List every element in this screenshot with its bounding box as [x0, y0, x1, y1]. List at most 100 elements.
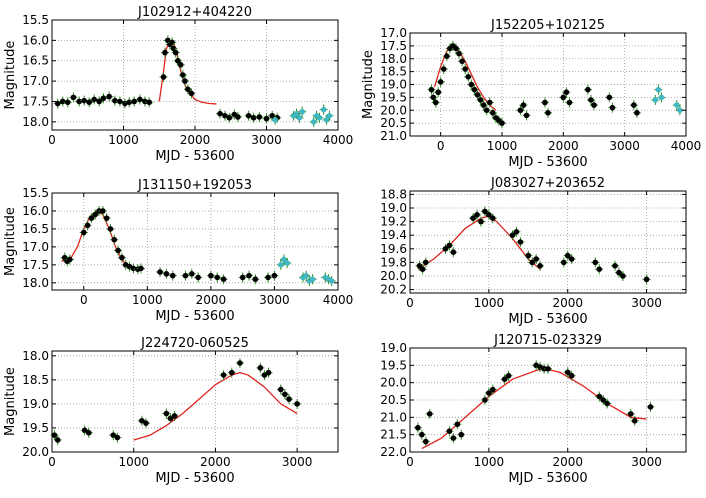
- y-tick-label: 15.5: [22, 186, 49, 200]
- data-point: [271, 272, 278, 279]
- chart-panel-1: 0 1000 2000 3000 4000 15.5 16.0 16.5 17.0 17.5 18.…: [3, 5, 353, 164]
- data-point: [182, 78, 188, 84]
- data-point: [252, 276, 259, 283]
- data-point: [76, 98, 82, 105]
- data-point: [282, 391, 288, 398]
- data-point: [261, 372, 268, 378]
- data-point: [432, 99, 439, 106]
- data-point: [462, 66, 469, 72]
- data-point: [478, 218, 484, 225]
- data-point: [446, 242, 453, 249]
- data-point: [523, 112, 530, 119]
- y-tick-label: 17.5: [380, 39, 407, 53]
- data-point: [482, 397, 488, 403]
- data-point: [647, 404, 654, 410]
- data-point: [220, 372, 227, 378]
- chart-panel-2: 0 1000 2000 3000 4000 17.017.518.018.519.019.…: [361, 18, 701, 170]
- data-point: [490, 215, 496, 221]
- y-tick-label: 17.5: [22, 94, 49, 108]
- data-point: [188, 90, 195, 97]
- y-tick-label: 21.5: [380, 428, 407, 442]
- data-point: [111, 236, 118, 243]
- x-tick-label: 2000: [548, 139, 579, 153]
- data-point: [256, 114, 263, 120]
- data-point: [592, 259, 599, 266]
- x-tick-label: 0: [48, 133, 56, 147]
- x-tick-label: 2000: [180, 133, 211, 147]
- data-point: [239, 274, 246, 281]
- y-tick-label: 19.5: [380, 358, 407, 372]
- x-tick-label: 4000: [671, 139, 702, 153]
- data-point: [458, 431, 465, 438]
- y-tick-label: 16.0: [22, 33, 49, 47]
- data-point: [566, 99, 573, 106]
- data-point: [310, 119, 317, 125]
- data-point: [59, 98, 66, 105]
- x-tick-label: 4000: [323, 133, 354, 147]
- data-point: [456, 50, 462, 57]
- data-point: [294, 401, 300, 407]
- data-point: [171, 413, 178, 419]
- data-point: [175, 57, 181, 64]
- data-point: [278, 262, 284, 268]
- y-axis-label: Magnitude: [3, 41, 18, 110]
- x-axis-label: MJD - 53600: [155, 309, 234, 324]
- x-tick-label: 3000: [631, 455, 662, 469]
- data-point: [106, 93, 112, 100]
- data-point: [110, 432, 117, 438]
- data-point: [652, 97, 659, 103]
- data-point: [117, 98, 123, 105]
- x-tick-label: 3000: [251, 133, 282, 147]
- data-point: [517, 107, 524, 114]
- data-point: [520, 102, 527, 108]
- data-point: [130, 265, 137, 272]
- x-tick-label: 3000: [282, 455, 313, 469]
- x-tick-label: 1000: [474, 296, 505, 310]
- data-point: [474, 92, 481, 98]
- chart-panel-3: 0 1000 2000 3000 4000 15.5 16.0 16.5 17.0 17.5 18.…: [3, 178, 353, 324]
- x-tick-label: 0: [48, 455, 56, 469]
- data-point: [542, 99, 548, 106]
- data-point: [442, 246, 449, 252]
- data-point: [84, 222, 91, 229]
- data-point: [643, 276, 650, 283]
- data-point: [263, 115, 270, 122]
- data-point: [677, 107, 683, 114]
- data-point: [185, 86, 191, 93]
- y-tick-label: 19.8: [380, 255, 407, 269]
- data-point: [486, 99, 493, 106]
- data-point: [51, 432, 58, 438]
- data-point: [88, 215, 95, 221]
- data-point: [265, 274, 271, 281]
- data-point: [440, 66, 447, 72]
- x-axis-label: MJD - 53600: [508, 471, 587, 486]
- data-point: [588, 97, 594, 103]
- data-point: [470, 215, 476, 221]
- data-point: [172, 49, 179, 56]
- data-point: [422, 259, 429, 266]
- y-tick-label: 20.0: [380, 103, 407, 117]
- plot-frame: [51, 192, 339, 291]
- x-tick-label: 2000: [200, 455, 231, 469]
- data-point: [157, 269, 163, 275]
- data-point: [609, 104, 616, 111]
- data-point: [437, 79, 444, 85]
- data-point: [658, 94, 665, 101]
- data-point: [326, 112, 333, 119]
- data-point: [428, 86, 435, 93]
- y-tick-label: 20.5: [380, 116, 407, 130]
- data-point: [119, 254, 125, 261]
- data-point: [80, 229, 87, 236]
- data-point: [499, 120, 505, 126]
- y-axis-label: Magnitude: [3, 367, 18, 436]
- data-point: [222, 112, 228, 119]
- data-point: [483, 107, 490, 114]
- y-axis-label: Magnitude: [361, 50, 376, 119]
- x-tick-label: 3000: [609, 139, 640, 153]
- data-point: [634, 110, 640, 116]
- data-point: [146, 99, 153, 106]
- data-point: [85, 429, 92, 436]
- x-tick-label: 0: [406, 296, 414, 310]
- data-point: [309, 276, 316, 283]
- y-tick-label: 19.0: [380, 201, 407, 215]
